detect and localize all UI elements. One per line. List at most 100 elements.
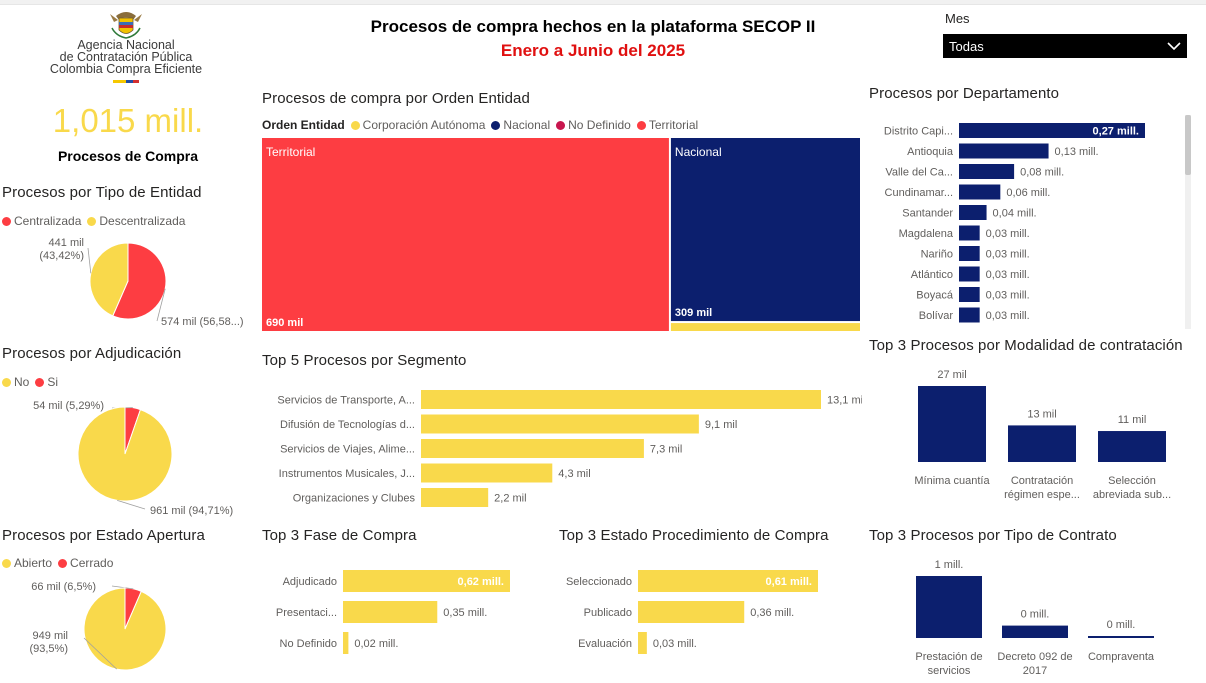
bar[interactable]: [343, 570, 510, 592]
bar-data-label: 0,08 mill.: [1020, 167, 1064, 179]
bar-data-label: 2,2 mil: [494, 493, 526, 505]
column-category-label: Mínima cuantía: [914, 475, 990, 487]
legend-swatch: [2, 558, 11, 568]
estado-apertura-title: Procesos por Estado Apertura: [2, 527, 205, 544]
bar[interactable]: [421, 488, 489, 507]
bar-category-label: Servicios de Transporte, A...: [277, 395, 415, 407]
column-category-label: Compraventa: [1088, 651, 1155, 663]
column[interactable]: [1008, 425, 1076, 462]
bar[interactable]: [959, 225, 980, 241]
legend-item[interactable]: Cerrado: [58, 556, 113, 570]
bar-data-label: 0,35 mill.: [443, 607, 487, 619]
bar[interactable]: [959, 143, 1049, 159]
chevron-down-icon: [1167, 42, 1181, 51]
treemap-cell-corporacion[interactable]: [670, 323, 860, 331]
bar-category-label: Boyacá: [916, 290, 954, 302]
bar-data-label: 0,03 mill.: [986, 228, 1030, 240]
pie-slice[interactable]: [89, 242, 129, 317]
agency-name-line1: Agencia Nacional: [77, 38, 175, 52]
legend-label: No: [14, 375, 30, 389]
page-title: Procesos de compra hechos en la platafor…: [370, 17, 816, 36]
bar-data-label: 0,06 mill.: [1006, 187, 1050, 199]
bar[interactable]: [959, 307, 980, 323]
bar-category-label: Publicado: [584, 607, 632, 619]
pie-data-label: (43,42%): [39, 250, 84, 262]
bar[interactable]: [959, 205, 987, 220]
pie-data-label: 54 mil (5,29%): [33, 400, 104, 412]
bar[interactable]: [421, 439, 644, 458]
pie-leader-line: [87, 247, 92, 274]
bar-data-label: 0,03 mill.: [986, 310, 1030, 322]
adjudicacion-legend: No Si: [2, 375, 64, 389]
estado-apertura-legend: Abierto Cerrado: [2, 556, 119, 570]
column-category-label: Decreto 092 de: [997, 651, 1072, 663]
bar[interactable]: [959, 123, 1145, 138]
bar[interactable]: [959, 287, 980, 302]
pie-data-label: 574 mil (56,58...): [161, 316, 244, 328]
legend-item[interactable]: Corporación Autónoma: [350, 118, 485, 132]
legend-item[interactable]: Territorial: [636, 118, 698, 132]
legend-swatch: [636, 120, 646, 130]
legend-item[interactable]: Centralizada: [2, 214, 81, 228]
month-filter-dropdown[interactable]: Todas: [943, 34, 1187, 58]
bar-data-label: 0,04 mill.: [993, 208, 1037, 220]
bar-data-label: 7,3 mil: [650, 444, 682, 456]
treemap-cell-label: Nacional: [675, 145, 722, 159]
orden-entidad-treemap: Territorial 690 mil Nacional 309 mil: [262, 138, 860, 331]
column[interactable]: [918, 386, 986, 462]
departamento-scrollbar[interactable]: [1185, 115, 1191, 329]
bar-category-label: Santander: [902, 208, 953, 220]
departamento-title: Procesos por Departamento: [869, 85, 1060, 102]
bar[interactable]: [421, 463, 553, 483]
bar-category-label: Bolívar: [919, 310, 954, 322]
bar[interactable]: [959, 164, 1015, 179]
legend-swatch: [2, 216, 11, 226]
bar[interactable]: [638, 570, 818, 592]
tipo-entidad-pie-chart: 574 mil (56,58...) 441 mil(43,42%): [39, 237, 244, 328]
bar-category-label: Nariño: [921, 249, 953, 261]
bar[interactable]: [343, 632, 349, 654]
bar[interactable]: [959, 266, 980, 282]
segmento-bar-chart: Servicios de Transporte, A... 13,1 mil Dif…: [277, 390, 862, 507]
bar[interactable]: [421, 390, 821, 409]
column[interactable]: [916, 576, 982, 638]
bar[interactable]: [421, 414, 699, 434]
logo: Agencia Nacional de Contratación Pública…: [40, 6, 212, 88]
legend-item[interactable]: Si: [35, 375, 58, 389]
scrollbar-thumb[interactable]: [1185, 115, 1191, 175]
bar[interactable]: [959, 184, 1001, 200]
column[interactable]: [1088, 636, 1154, 638]
bar[interactable]: [638, 632, 647, 654]
treemap-cell-label: Territorial: [266, 145, 315, 159]
tipo-contrato-title: Top 3 Procesos por Tipo de Contrato: [869, 527, 1117, 544]
legend-item[interactable]: Abierto: [2, 556, 52, 570]
pie-data-label: 66 mil (6,5%): [31, 581, 96, 593]
bar[interactable]: [343, 601, 438, 623]
bar-category-label: Seleccionado: [566, 576, 632, 588]
agency-name-line2: de Contratación Pública: [59, 50, 193, 64]
column[interactable]: [1098, 431, 1166, 462]
treemap-cell-territorial[interactable]: [262, 138, 669, 331]
month-filter-value: Todas: [949, 38, 984, 54]
pie-data-label: 949 mil: [33, 630, 68, 642]
bar-category-label: Instrumentos Musicales, J...: [279, 468, 415, 480]
legend-item[interactable]: Nacional: [491, 118, 550, 132]
orden-entidad-title: Procesos de compra por Orden Entidad: [262, 90, 530, 107]
month-filter-label: Mes: [945, 11, 970, 26]
legend-label: Descentralizada: [99, 214, 186, 228]
pie-slice[interactable]: [77, 406, 173, 502]
bar-data-label: 0,02 mill.: [354, 638, 398, 650]
bar-data-label: 4,3 mil: [558, 468, 590, 480]
column[interactable]: [1002, 625, 1068, 638]
column-category-label: régimen espe...: [1004, 489, 1080, 501]
legend-item[interactable]: No Definido: [556, 118, 631, 132]
estado-apertura-pie-chart: 66 mil (6,5%) 949 mil(93,5%): [29, 581, 167, 671]
pie-slice[interactable]: [83, 587, 167, 671]
bar[interactable]: [638, 601, 745, 623]
legend-item[interactable]: No: [2, 375, 29, 389]
modalidad-title: Top 3 Procesos por Modalidad de contrata…: [869, 337, 1183, 354]
treemap-cell-nacional[interactable]: [670, 138, 860, 322]
bar[interactable]: [959, 246, 980, 261]
legend-label: Centralizada: [14, 214, 82, 228]
legend-item[interactable]: Descentralizada: [87, 214, 185, 228]
